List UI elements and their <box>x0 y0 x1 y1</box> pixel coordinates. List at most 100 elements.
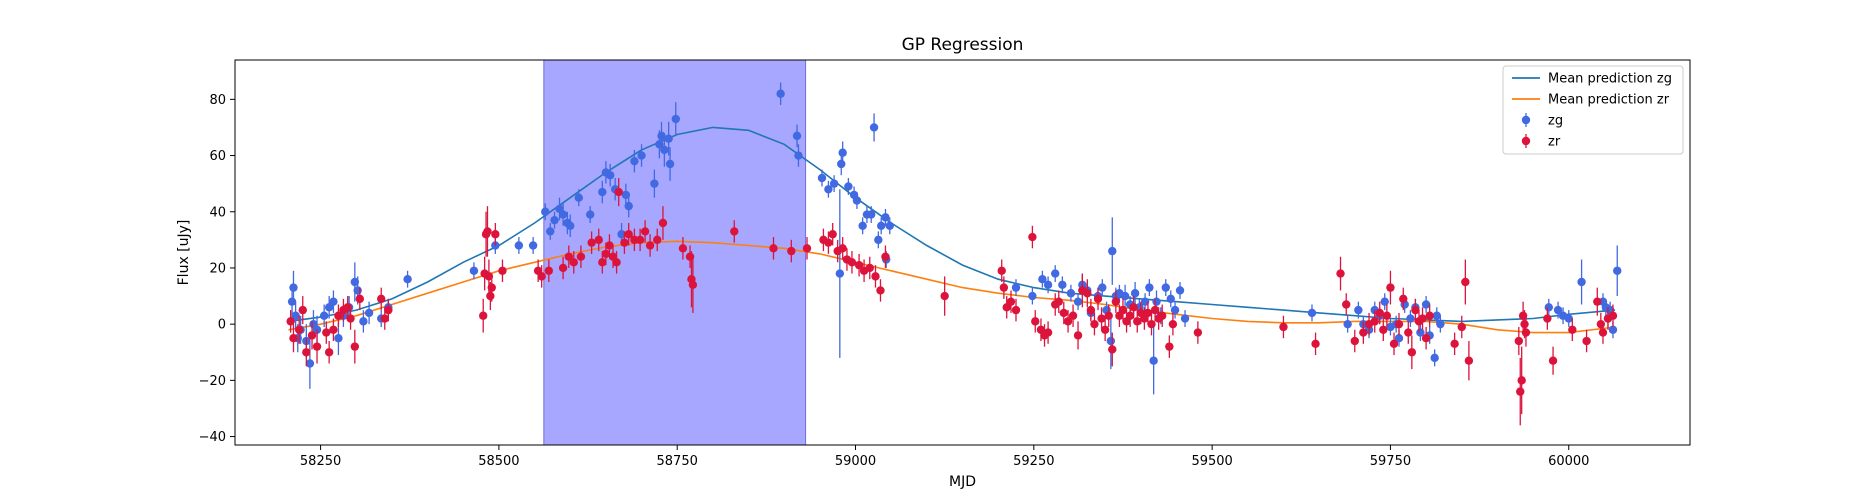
data-point-zr <box>730 227 739 236</box>
data-point-zr <box>997 266 1006 275</box>
x-tick-label: 60000 <box>1548 454 1589 469</box>
data-point-zg <box>1430 353 1439 363</box>
data-point-zr <box>1411 305 1420 315</box>
data-point-zr <box>685 252 695 261</box>
x-tick-label: 58250 <box>300 454 341 469</box>
data-point-zg <box>1564 314 1573 323</box>
data-point-zg <box>1354 305 1363 315</box>
data-point-zg <box>1051 269 1060 278</box>
data-point-zr <box>343 303 352 312</box>
data-point-zr <box>298 305 307 315</box>
data-point-zg <box>630 156 639 166</box>
data-point-zr <box>881 252 890 261</box>
data-point-zg <box>852 196 862 205</box>
data-point-zg <box>650 179 659 188</box>
legend-point-swatch <box>1521 115 1531 125</box>
data-point-zr <box>479 311 488 320</box>
data-point-zr <box>1108 345 1117 354</box>
data-point-zr <box>1421 334 1431 343</box>
data-point-zg <box>598 187 607 197</box>
data-point-zr <box>1548 356 1558 365</box>
legend-label: Mean prediction zr <box>1548 93 1670 108</box>
data-point-zg <box>1180 314 1190 323</box>
data-point-zr <box>1311 339 1320 349</box>
data-point-zr <box>802 244 812 253</box>
y-tick-label: 60 <box>209 149 226 164</box>
data-point-zr <box>322 328 331 337</box>
data-point-zg <box>869 123 879 132</box>
data-point-zg <box>1175 286 1185 295</box>
data-point-zg <box>1577 277 1586 287</box>
data-point-zg <box>858 221 867 231</box>
data-point-zg <box>605 171 615 180</box>
highlight-region <box>543 59 807 446</box>
data-point-zr <box>286 317 295 326</box>
data-point-zr <box>1054 297 1063 306</box>
data-point-zr <box>1516 387 1525 396</box>
data-point-zg <box>353 286 362 295</box>
data-point-zr <box>1379 325 1388 334</box>
data-point-zr <box>1514 336 1524 346</box>
data-point-zr <box>1090 319 1099 329</box>
data-point-zg <box>1120 291 1130 301</box>
data-point-zr <box>1104 311 1113 320</box>
data-point-zg <box>1380 297 1389 306</box>
y-tick-label: −40 <box>199 430 226 445</box>
data-point-zr <box>847 258 857 267</box>
data-point-zg <box>1613 266 1622 275</box>
legend-label: zr <box>1548 135 1561 150</box>
data-point-zr <box>1031 317 1040 326</box>
data-point-zr <box>558 263 568 273</box>
data-point-zr <box>1521 328 1531 337</box>
data-point-zg <box>817 173 827 183</box>
data-point-zr <box>1425 311 1434 320</box>
data-point-zr <box>1404 328 1413 337</box>
data-point-zg <box>1432 311 1442 320</box>
data-point-zr <box>601 249 611 259</box>
data-point-zr <box>678 244 688 253</box>
data-point-zr <box>355 294 365 304</box>
data-point-zr <box>1350 336 1359 346</box>
data-point-zg <box>885 221 894 231</box>
data-point-zg <box>624 201 633 211</box>
data-point-zr <box>824 238 833 247</box>
data-point-zr <box>605 241 614 250</box>
x-tick-label: 59500 <box>1191 454 1232 469</box>
data-point-zg <box>876 221 886 231</box>
data-point-zr <box>1399 294 1408 304</box>
data-point-zg <box>1608 325 1618 334</box>
data-point-zr <box>854 260 864 270</box>
data-point-zr <box>350 342 360 351</box>
data-point-zg <box>665 159 675 169</box>
data-point-zr <box>1450 339 1459 349</box>
data-point-zg <box>1058 280 1067 290</box>
data-point-zg <box>312 325 322 334</box>
data-point-zr <box>1147 319 1156 329</box>
data-point-zr <box>1043 328 1053 337</box>
data-point-zr <box>999 283 1009 292</box>
data-point-zr <box>1279 322 1288 332</box>
data-point-zg <box>660 145 669 155</box>
data-point-zg <box>574 193 583 202</box>
data-point-zg <box>291 311 300 320</box>
data-point-zg <box>824 185 833 194</box>
data-point-zg <box>1106 336 1116 346</box>
data-point-zr <box>307 331 317 340</box>
data-point-zg <box>1553 305 1563 315</box>
data-point-zr <box>1457 322 1466 332</box>
data-point-zr <box>1461 277 1470 287</box>
data-point-zr <box>587 238 596 247</box>
data-point-zg <box>403 274 412 284</box>
data-point-zr <box>828 230 837 239</box>
data-point-zr <box>871 272 880 281</box>
data-point-zr <box>1407 348 1417 357</box>
data-point-zg <box>1161 283 1170 292</box>
data-point-zr <box>620 238 629 247</box>
y-tick-label: 0 <box>218 318 226 333</box>
data-point-zr <box>688 280 698 290</box>
data-point-zr <box>289 334 298 343</box>
data-point-zr <box>1193 328 1203 337</box>
series-zr <box>286 178 1618 426</box>
y-axis-label: Flux [uJy] <box>176 220 192 286</box>
data-point-zr <box>334 311 343 320</box>
